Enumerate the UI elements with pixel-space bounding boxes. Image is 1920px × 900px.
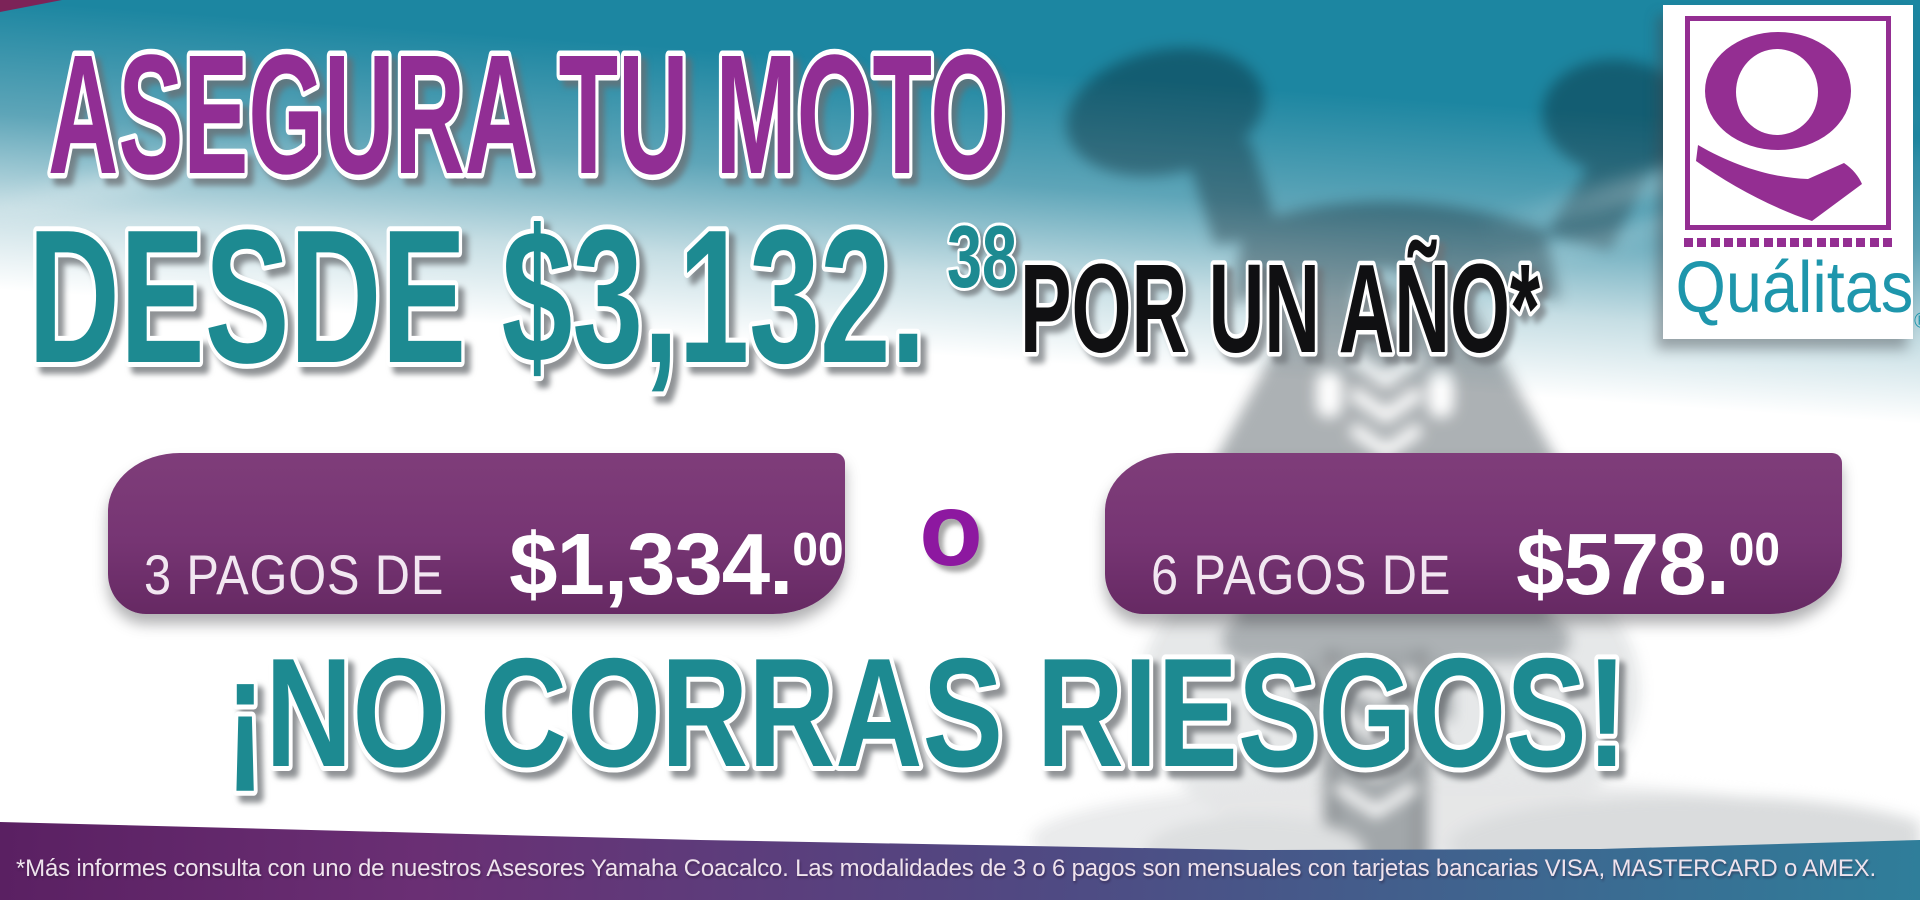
- payment-option-3-badge: 3 PAGOS DE $1,334. 00: [108, 453, 845, 614]
- payment-6-label: 6 PAGOS DE: [1151, 543, 1452, 606]
- disclaimer-text: *Más informes consulta con uno de nuestr…: [16, 855, 1876, 882]
- price-period-text: POR UN AÑO*: [1020, 238, 1540, 379]
- options-separator-o: o: [919, 472, 983, 588]
- qualitas-q-frame: [1685, 16, 1891, 230]
- payment-3-amount: $1,334.: [509, 516, 793, 613]
- payment-3-label: 3 PAGOS DE: [144, 543, 445, 606]
- price-main-text: DESDE $3,132.: [28, 191, 926, 403]
- qualitas-q-icon: [1696, 32, 1862, 221]
- tagline-no-corras-riesgos: ¡NO CORRAS RIESGOS!: [225, 626, 1627, 799]
- qualitas-wordmark: Quálitas®: [1676, 250, 1920, 332]
- price-cents-superscript: 38: [947, 207, 1017, 306]
- payment-6-amount: $578.: [1516, 516, 1730, 613]
- payment-option-6-badge: 6 PAGOS DE $578. 00: [1105, 453, 1842, 614]
- logo-dotted-divider: [1684, 238, 1892, 247]
- qualitas-logo-card: Quálitas®: [1663, 5, 1920, 339]
- registered-trademark-symbol: ®: [1914, 308, 1920, 333]
- payment-6-cents: 00: [1728, 523, 1780, 575]
- payment-3-cents: 00: [792, 523, 844, 575]
- qualitas-brand-text: Quálitas: [1675, 248, 1914, 328]
- headline-asegura-tu-moto: ASEGURA TU MOTO: [48, 20, 1006, 210]
